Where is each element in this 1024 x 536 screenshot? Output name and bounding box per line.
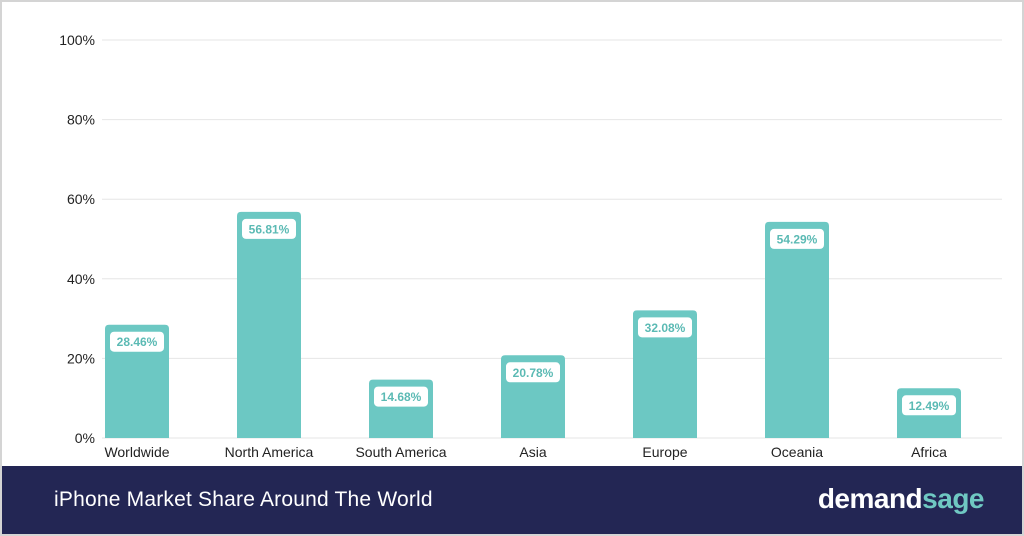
data-label-bg-2 [374,386,428,407]
x-category-label-4: Europe [642,444,687,460]
data-label-bg-6 [902,395,956,416]
x-category-label-6: Africa [911,444,947,460]
data-label-6: 12.49% [909,399,950,413]
x-axis-categories: Worldwide North America South America Asia E… [104,444,947,460]
y-tick-label-20: 20% [67,350,95,366]
data-label-0: 28.46% [117,335,158,349]
brand-logo: demandsage [817,466,985,534]
brand-logo-part1: demand [817,483,923,514]
x-category-label-1: North America [225,444,314,460]
bar-5 [765,221,829,438]
x-category-label-0: Worldwide [104,444,169,460]
y-axis-ticks: 0% 20% 40% 60% 80% 100% [59,32,95,446]
bar-4 [633,310,697,438]
y-tick-label-0: 0% [75,430,95,446]
data-label-2: 14.68% [381,390,422,404]
bar-0 [105,324,169,438]
data-label-4: 32.08% [645,321,686,335]
y-tick-label-60: 60% [67,191,95,207]
data-labels: 28.46% 56.81% 14.68% 20.78% 32.08% 54.29% 12.4… [110,218,956,416]
data-label-3: 20.78% [513,366,554,380]
bar-1 [237,211,301,438]
data-label-5: 54.29% [777,232,818,246]
data-label-bg-4 [638,317,692,338]
y-tick-label-40: 40% [67,271,95,287]
data-label-bg-5 [770,228,824,249]
brand-logo-part2: sage [922,483,984,514]
bar-chart: 0% 20% 40% 60% 80% 100% 28.46% 56.81% 14.68% 20.… [59,32,1002,460]
x-category-label-2: South America [355,444,446,460]
data-label-bg-3 [506,362,560,383]
data-label-bg-1 [242,218,296,239]
data-label-bg-0 [110,331,164,352]
bars [105,211,961,438]
y-tick-label-100: 100% [59,32,95,48]
x-category-label-5: Oceania [771,444,823,460]
chart-title: iPhone Market Share Around The World [54,488,433,511]
y-tick-label-80: 80% [67,112,95,128]
footer-banner: iPhone Market Share Around The World dem… [2,466,1022,534]
data-label-1: 56.81% [249,222,290,236]
x-category-label-3: Asia [519,444,546,460]
